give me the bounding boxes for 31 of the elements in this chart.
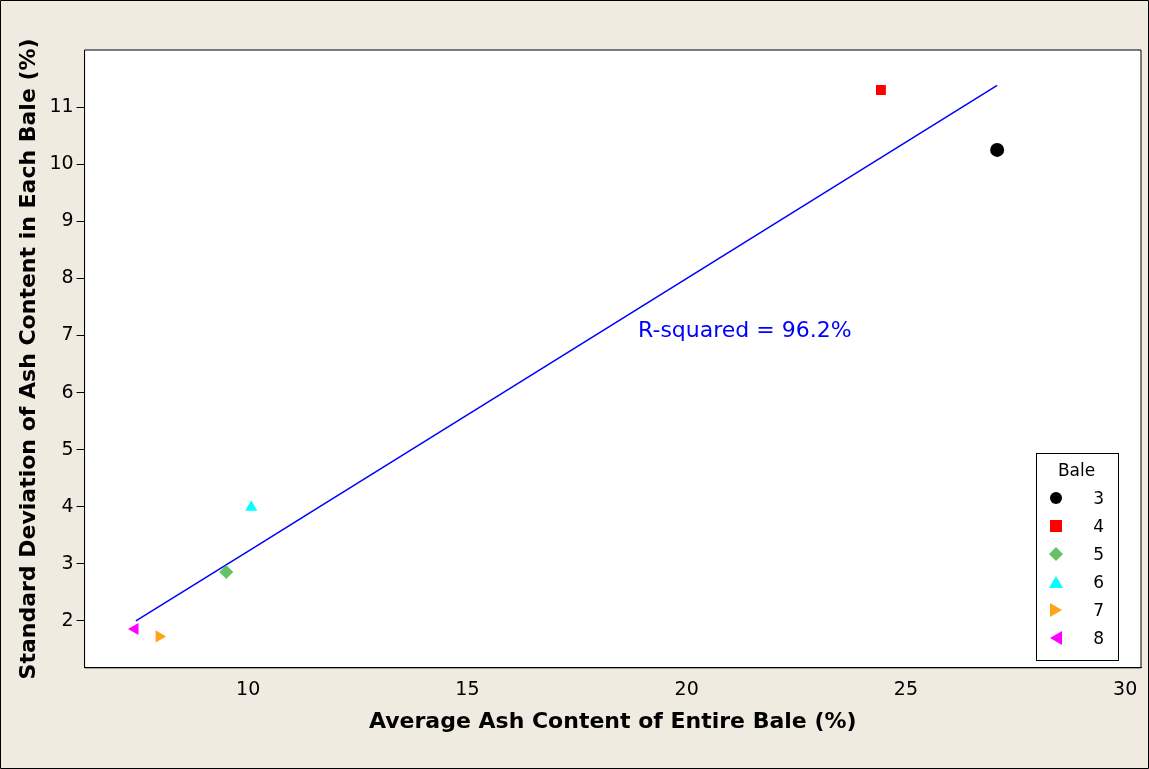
legend-label: 3 [1093,488,1104,508]
legend-label: 8 [1093,628,1104,648]
y-tick-label: 4 [61,493,74,516]
annotation: R-squared = 96.2% [638,316,852,342]
y-tick-label: 8 [61,265,74,288]
legend-label: 7 [1093,600,1104,620]
point [876,85,886,95]
y-tick-label: 9 [61,208,74,231]
y-tick-label: 7 [61,322,74,345]
legend-label: 4 [1093,516,1104,536]
x-tick-label: 30 [1113,677,1138,700]
point [155,630,167,643]
point [990,142,1005,157]
x-tick-label: 20 [674,677,699,700]
y-tick-label: 2 [61,607,74,630]
point [219,564,234,579]
y-axis-title: Standard Deviation of Ash Content in Each Bale (%) [14,38,40,680]
x-axis-title: Average Ash Content of Entire Bale (%) [369,707,857,733]
point [245,500,258,511]
legend-label: 6 [1093,572,1104,592]
y-tick-label: 5 [61,436,74,459]
x-tick-label: 25 [893,677,919,700]
legend-label: 5 [1093,544,1104,564]
y-tick-label: 3 [61,550,74,573]
y-tick-label: 11 [49,94,74,117]
y-tick-label: 10 [49,151,74,174]
y-tick-label: 6 [61,379,74,402]
x-tick-label: 15 [455,677,480,700]
point [128,622,139,636]
legend-title: Bale [1056,460,1097,480]
x-tick-label: 10 [236,677,261,700]
